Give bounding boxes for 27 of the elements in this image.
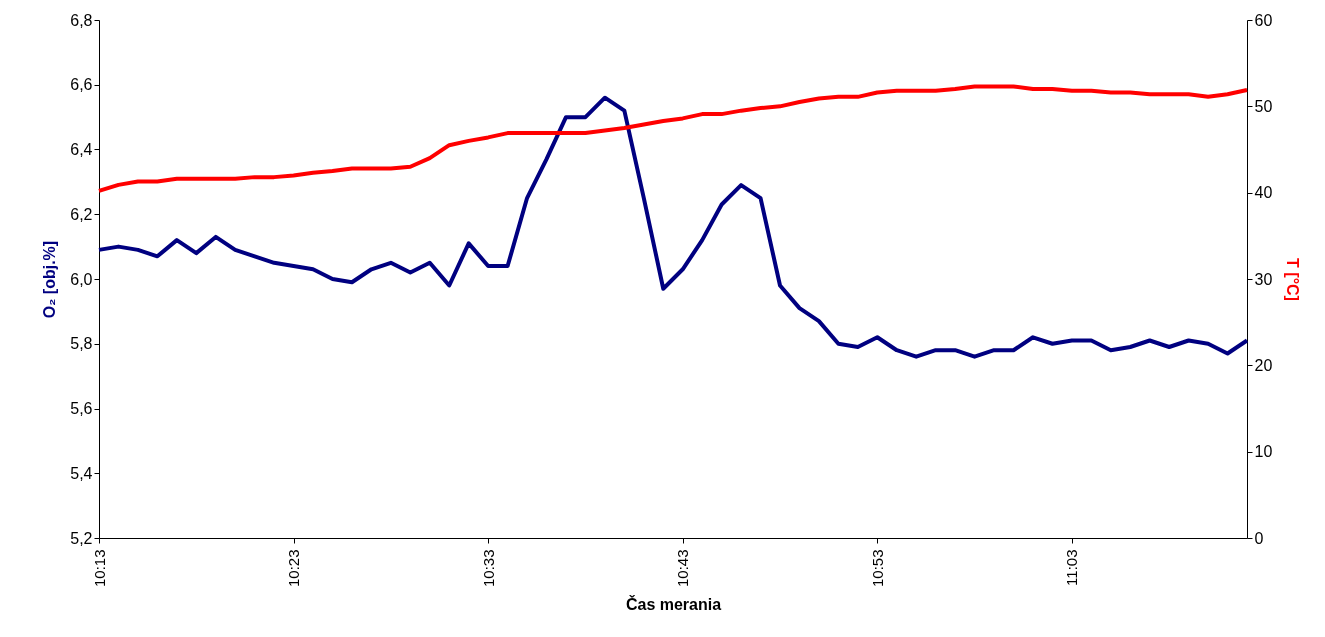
line-series [97,95,1249,359]
y-tick-label: 6,0 [70,270,93,288]
y-tick-label: 6,6 [70,76,93,94]
x-tick-label: 11:03 [1063,549,1081,586]
x-tick-label: 10:23 [285,549,303,588]
y-tick-label: 5,2 [70,529,93,547]
y-tick-label: 6,2 [70,205,93,223]
y-tick-label: 5,6 [70,400,93,417]
y2-axis-title: T [°C] [1284,258,1302,301]
y-tick-label: 6,4 [70,141,93,158]
y-tick-label: 5,4 [70,464,93,482]
y2-tick-label: 50 [1254,97,1273,115]
x-axis-title: Čas merania [625,595,722,614]
y-axis-title: O₂ [obj.%] [41,240,59,319]
y-tick-label: 5,8 [70,335,93,353]
y2-tick-label: 20 [1254,356,1273,374]
x-tick-label: 10:13 [90,549,108,588]
y2-tick-label: 40 [1254,184,1273,202]
y2-tick-label: 60 [1254,11,1273,29]
y2-tick-label: 30 [1254,270,1273,288]
x-tick-label: 10:33 [479,549,497,588]
x-tick-label: 10:43 [674,549,692,588]
y2-tick-label: 0 [1254,529,1264,547]
y-tick-label: 6,8 [70,11,93,29]
line-series [97,84,1249,193]
x-tick-label: 10:53 [868,549,886,588]
y2-tick-label: 10 [1254,443,1273,461]
